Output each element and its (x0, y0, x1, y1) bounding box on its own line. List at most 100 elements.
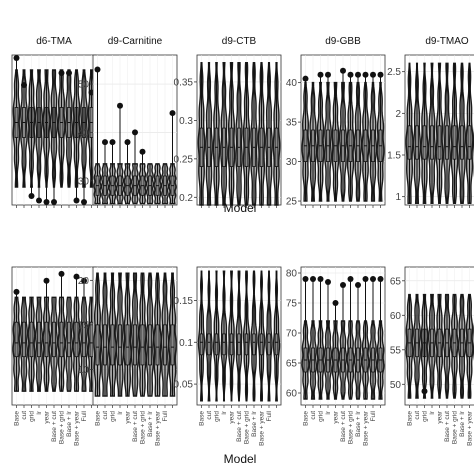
y-tick-label: 60 (390, 311, 402, 322)
box (140, 324, 145, 366)
box (22, 321, 26, 358)
outlier-point (317, 71, 324, 78)
outlier-point (124, 139, 131, 146)
outlier-point (370, 71, 376, 78)
y-tick-label: 65 (390, 276, 402, 287)
y-tick-label: 0.3 (179, 116, 193, 127)
x-tick-label: cut (206, 411, 213, 420)
box (267, 333, 271, 356)
panel-top-1: d6-TMA (11, 36, 97, 208)
box (37, 321, 41, 358)
outlier-point (51, 199, 57, 205)
x-tick-label: Base + cut (340, 411, 347, 442)
y-tick-label: 75 (286, 299, 298, 310)
outlier-point (302, 75, 309, 82)
x-tick-label: lr (117, 410, 124, 414)
box (229, 333, 234, 356)
box (89, 321, 94, 358)
x-tick-label: Base (407, 411, 414, 426)
box (415, 125, 419, 160)
outlier-point (355, 71, 361, 78)
y-tick-label: 0.05 (174, 380, 194, 391)
x-tick-label: Base + cut (51, 411, 58, 442)
x-tick-label: Base (303, 411, 310, 426)
box (82, 321, 86, 358)
y-tick-label: 0.25 (174, 154, 194, 165)
shared-x-axis-label: Model (224, 201, 257, 215)
outlier-point (94, 66, 101, 73)
outlier-point (362, 71, 369, 78)
x-tick-label: Base + lr (251, 410, 258, 437)
y-tick-label: 0.35 (174, 77, 194, 88)
outlier-point (340, 282, 346, 288)
panel-title: d9-GBB (325, 36, 361, 47)
x-tick-label: grid (29, 411, 36, 422)
x-tick-label: cut (414, 411, 421, 420)
box (467, 125, 472, 160)
x-tick-label: Base + lr (66, 410, 73, 437)
y-tick-label: 55 (390, 345, 402, 356)
outlier-point (347, 71, 354, 78)
box (252, 333, 256, 356)
outlier-point (21, 82, 27, 88)
box (460, 125, 464, 160)
outlier-point (13, 55, 20, 61)
outlier-point (340, 67, 346, 74)
y-tick-label: 1 (395, 192, 401, 203)
x-tick-label: grid (110, 411, 117, 422)
x-tick-label: Base + year (259, 410, 266, 446)
box (52, 321, 56, 358)
outlier-point (109, 139, 116, 146)
x-tick-label: Base + lr (147, 410, 154, 437)
x-tick-label: lr (36, 410, 43, 414)
x-tick-label: Base + grid (348, 411, 355, 444)
outlier-point (28, 193, 35, 199)
outlier-point (102, 139, 108, 146)
box (237, 333, 241, 356)
outlier-point (139, 148, 146, 155)
x-tick-label: Full (162, 410, 169, 421)
x-tick-label: Base + grid (452, 411, 459, 444)
box (117, 324, 123, 366)
x-tick-label: grid (214, 411, 221, 422)
panel-title: d9-CTB (222, 36, 257, 47)
panel-group: d6-TMA d9-Carnitine 30 40 50 d9-CTB 0.2 0.25 0.3… (11, 36, 474, 446)
outlier-point (132, 129, 138, 136)
outlier-point (347, 276, 354, 282)
outlier-point (325, 71, 331, 78)
outlier-point (377, 71, 384, 78)
x-tick-label: year (333, 410, 340, 423)
box (274, 333, 279, 356)
y-tick-label: 40 (78, 128, 90, 139)
x-tick-label: year (44, 410, 51, 423)
box (445, 125, 449, 160)
box (244, 333, 249, 356)
outlier-point (310, 276, 316, 282)
outlier-point (73, 273, 80, 280)
box (407, 125, 412, 160)
x-tick-label: Base + grid (140, 411, 147, 444)
x-tick-label: lr (221, 410, 228, 414)
box (110, 324, 115, 366)
box (155, 324, 160, 366)
box (207, 333, 211, 356)
outlier-point (43, 199, 50, 205)
y-tick-label: 2.5 (387, 67, 401, 78)
box (147, 324, 153, 366)
y-tick-label: 10 (78, 365, 90, 376)
box (199, 333, 204, 356)
box (74, 321, 79, 358)
x-tick-label: Base + lr (459, 410, 466, 437)
y-tick-label: 40 (286, 78, 298, 89)
y-tick-label: 2 (395, 109, 401, 120)
panel-bottom-1: Base cut grid lr year Base + cut Base + grid Ba… (11, 266, 97, 446)
outlier-point (13, 288, 20, 295)
box (162, 324, 168, 366)
x-tick-label: lr (325, 410, 332, 414)
x-tick-label: Base + cut (444, 411, 451, 442)
